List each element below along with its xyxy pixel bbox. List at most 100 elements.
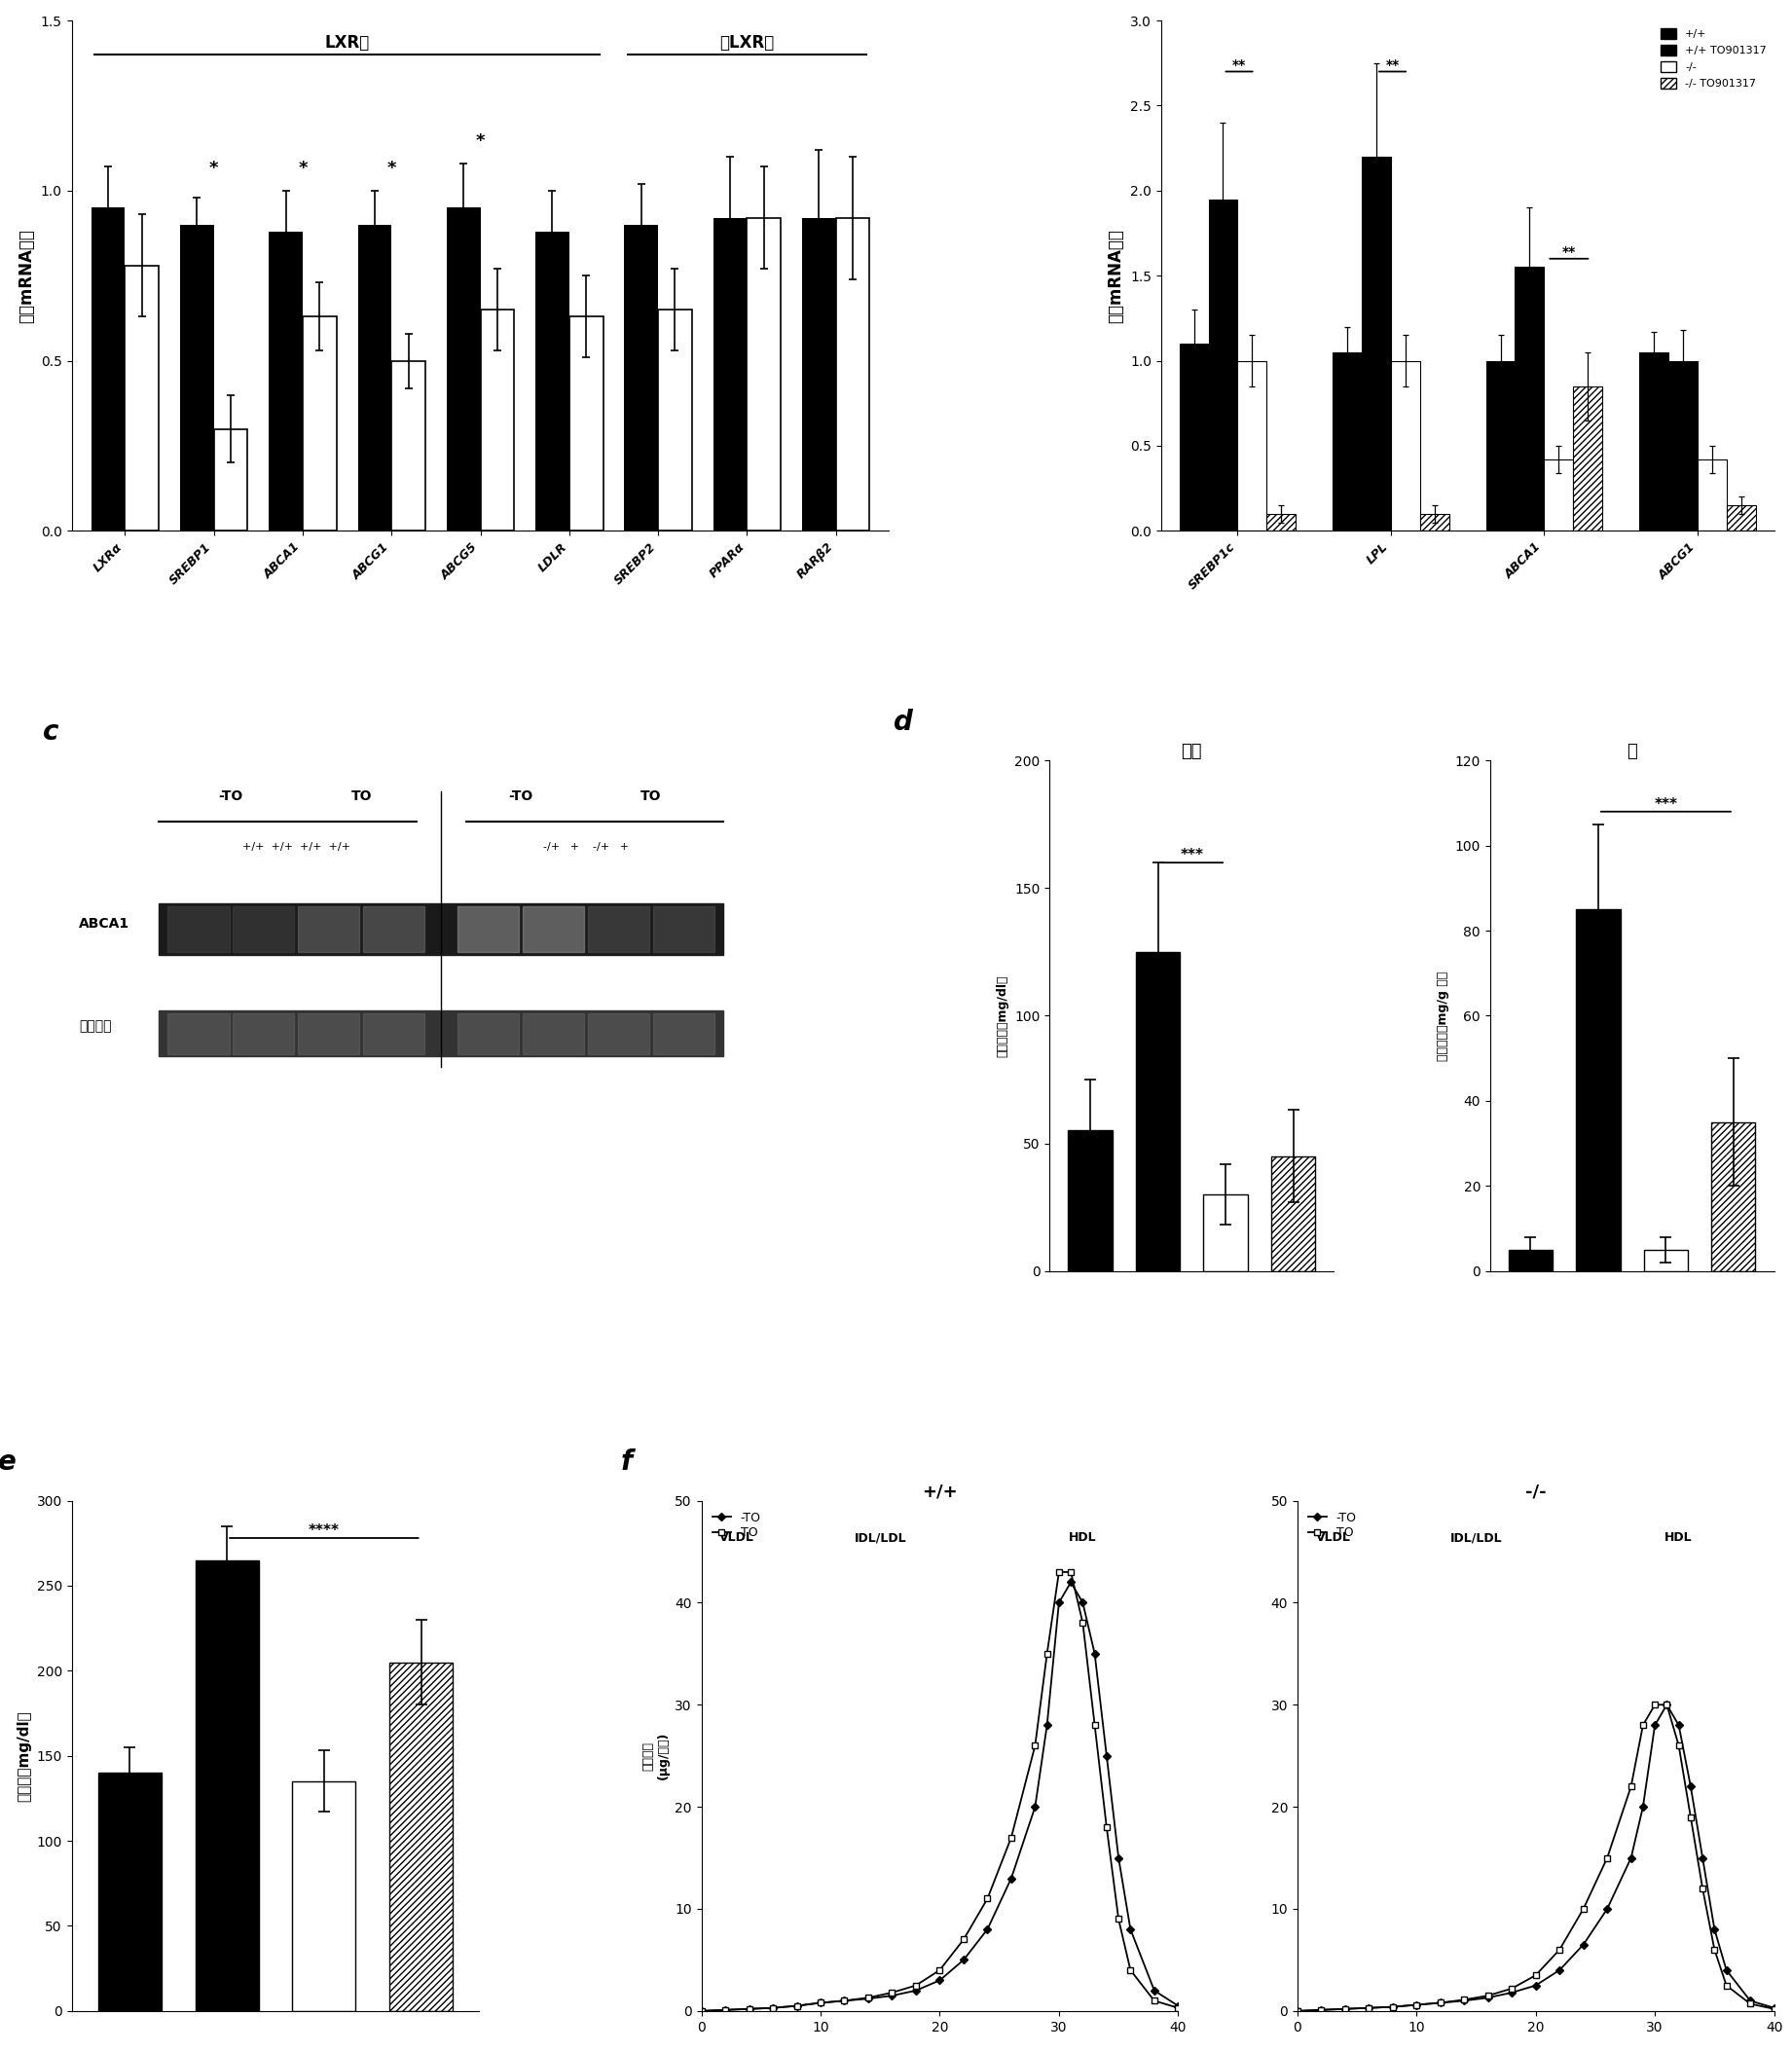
Text: -TO: -TO [509,790,532,802]
Bar [1271,1155,1315,1270]
TO [690,1999,711,2023]
Bar [652,907,715,952]
Bar [1179,345,1208,531]
Bar [168,907,229,952]
-TO [1502,1980,1523,2005]
Text: VLDL: VLDL [1315,1531,1351,1545]
Bar [392,361,425,531]
TO [1000,1824,1021,1849]
-TO [1477,1986,1498,2011]
TO [928,1958,950,1982]
TO [1287,1999,1308,2023]
Bar [297,1014,360,1055]
Bar [1204,1194,1247,1270]
Bar [125,265,159,531]
Bar [358,224,392,531]
Bar [1726,505,1756,531]
-TO [1740,1988,1762,2013]
TO [1036,1642,1057,1666]
TO [762,1997,783,2021]
Bar [803,218,835,531]
Text: 非LXR靶: 非LXR靶 [720,33,774,51]
Text: **: ** [1233,57,1245,72]
-TO [1107,1845,1129,1869]
TO [1715,1974,1736,1999]
-TO [1287,1999,1308,2023]
Y-axis label: 相对mRNA丰度: 相对mRNA丰度 [1107,228,1125,322]
TO [977,1886,998,1910]
Bar [1333,353,1362,531]
Title: 血浆: 血浆 [1181,743,1202,761]
TO [810,1990,831,2015]
Bar [91,207,125,531]
-TO [1620,1845,1641,1869]
TO [1061,1560,1082,1584]
TO [715,1999,737,2023]
TO [1668,1734,1690,1759]
TO [738,1997,760,2021]
TO [1656,1693,1677,1718]
-TO [762,1997,783,2021]
-TO [1143,1978,1165,2003]
-TO [1692,1845,1713,1869]
TO [1573,1896,1595,1921]
TO [833,1988,855,2013]
Bar [624,224,658,531]
Text: IDL/LDL: IDL/LDL [855,1531,907,1545]
TO [1430,1990,1452,2015]
TO [787,1995,808,2019]
-TO [953,1947,975,1972]
Text: ABCA1: ABCA1 [79,917,129,932]
TO [905,1974,926,1999]
TO [1048,1560,1070,1584]
Bar [1643,1250,1688,1270]
-TO [1763,1997,1785,2021]
Text: TO: TO [642,790,661,802]
-TO [1715,1958,1736,1982]
TO [953,1927,975,1951]
Text: *: * [210,160,219,176]
TO [1692,1876,1713,1900]
TO [1548,1937,1570,1962]
TO [1405,1992,1426,2017]
TO [1679,1804,1701,1828]
Title: 肝: 肝 [1627,743,1638,761]
Bar [1419,513,1450,531]
-TO [1084,1642,1106,1666]
Text: c: c [43,718,59,747]
TO [1143,1988,1165,2013]
Bar [1514,267,1545,531]
Text: ****: **** [308,1523,340,1539]
TO [1525,1964,1546,1988]
Text: HDL: HDL [1068,1531,1097,1545]
Legend: -TO, TO: -TO, TO [708,1506,765,1545]
Bar [1711,1122,1756,1270]
Text: **: ** [1385,57,1400,72]
Bar [658,310,692,531]
Text: -/+   +    -/+   +: -/+ + -/+ + [543,843,629,852]
Bar [1068,1131,1113,1270]
Bar [195,1560,258,2011]
Bar [303,316,337,531]
Text: *: * [297,160,308,176]
-TO [1573,1933,1595,1958]
-TO [690,1999,711,2023]
-TO [1061,1570,1082,1594]
Bar [480,310,514,531]
Bar [364,1014,425,1055]
Bar [1486,361,1514,531]
Bar [446,207,480,531]
Bar [1238,361,1267,531]
-TO [1000,1865,1021,1890]
TO [858,1986,880,2011]
-TO [1097,1744,1118,1769]
-TO [882,1984,903,2009]
TO [882,1980,903,2005]
Bar [292,1781,355,2011]
TO [1120,1958,1142,1982]
Bar [297,907,360,952]
Y-axis label: 相对mRNA丰度: 相对mRNA丰度 [18,228,36,322]
Text: *: * [387,160,396,176]
Legend: +/+, +/+ TO901317, -/-, -/- TO901317: +/+, +/+ TO901317, -/-, -/- TO901317 [1658,27,1769,90]
TO [1597,1845,1618,1869]
